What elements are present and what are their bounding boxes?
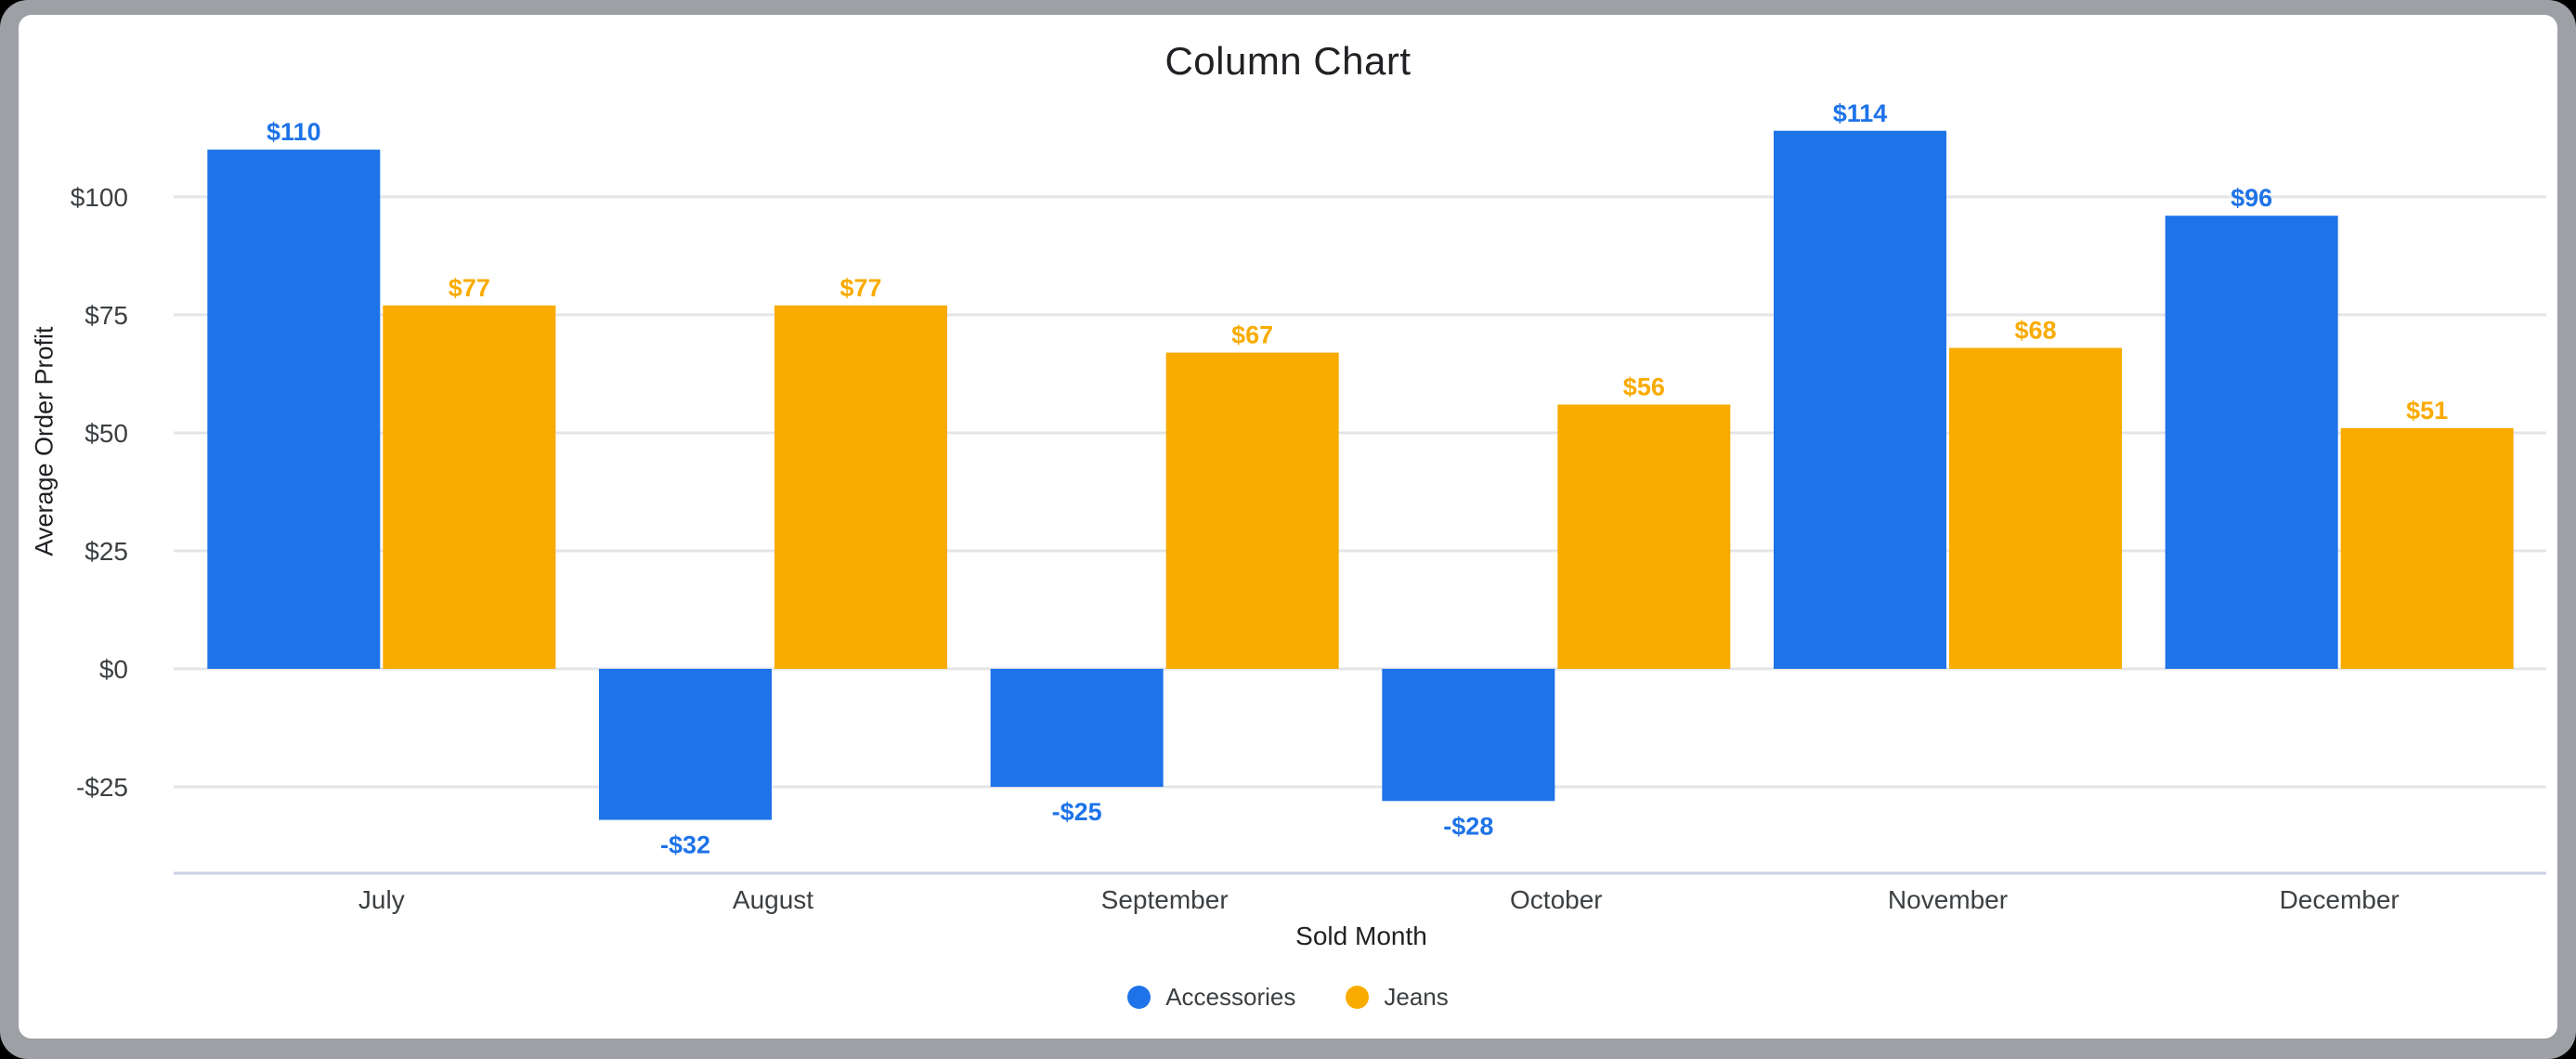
value-label-jeans-december: $51 (2406, 397, 2448, 425)
value-label-accessories-august: -$32 (660, 831, 710, 859)
bar-accessories-october[interactable] (1382, 669, 1555, 802)
bar-jeans-november[interactable] (1949, 347, 2122, 669)
y-tick--75: $75 (85, 301, 128, 330)
chart-title: Column Chart (1164, 39, 1412, 83)
value-label-accessories-december: $96 (2231, 184, 2272, 212)
x-tick-november: November (1888, 885, 2008, 914)
x-tick-december: December (2280, 885, 2400, 914)
value-label-jeans-november: $68 (2014, 316, 2056, 344)
y-tick--100: $100 (71, 183, 128, 212)
y-tick--50: $50 (85, 419, 128, 448)
bar-jeans-august[interactable] (774, 305, 947, 669)
legend-label-accessories: Accessories (1165, 982, 1296, 1011)
bar-jeans-july[interactable] (383, 305, 556, 669)
value-label-accessories-october: -$28 (1443, 812, 1493, 840)
bar-jeans-december[interactable] (2340, 427, 2514, 669)
y-tick--25: $25 (85, 537, 128, 566)
x-tick-october: October (1510, 885, 1603, 914)
x-axis-title: Sold Month (1295, 922, 1427, 950)
chart-legend: Accessories Jeans (0, 975, 2576, 1018)
value-label-accessories-november: $114 (1833, 99, 1888, 127)
value-label-jeans-september: $67 (1231, 321, 1273, 349)
bar-accessories-september[interactable] (990, 669, 1164, 788)
x-tick-july: July (358, 885, 405, 914)
legend-dot-jeans (1346, 985, 1370, 1009)
bar-jeans-september[interactable] (1165, 352, 1339, 669)
value-label-accessories-july: $110 (267, 118, 321, 146)
value-label-jeans-october: $56 (1623, 373, 1665, 400)
x-tick-september: September (1101, 885, 1229, 914)
x-tick-august: August (733, 885, 813, 914)
legend-dot-accessories (1127, 985, 1151, 1009)
bar-jeans-october[interactable] (1557, 404, 1731, 669)
value-label-jeans-july: $77 (449, 274, 490, 302)
legend-item-jeans[interactable]: Jeans (1346, 982, 1449, 1012)
legend-item-accessories[interactable]: Accessories (1127, 983, 1295, 1012)
bar-accessories-november[interactable] (1774, 130, 1946, 670)
bar-accessories-december[interactable] (2165, 216, 2338, 669)
bar-accessories-august[interactable] (599, 669, 772, 820)
y-tick--0: $0 (99, 655, 128, 684)
y-tick--25: -$25 (76, 773, 128, 802)
bar-accessories-july[interactable] (207, 150, 381, 670)
value-label-accessories-september: -$25 (1052, 798, 1102, 826)
value-label-jeans-august: $77 (839, 274, 881, 302)
legend-label-jeans: Jeans (1384, 982, 1449, 1011)
